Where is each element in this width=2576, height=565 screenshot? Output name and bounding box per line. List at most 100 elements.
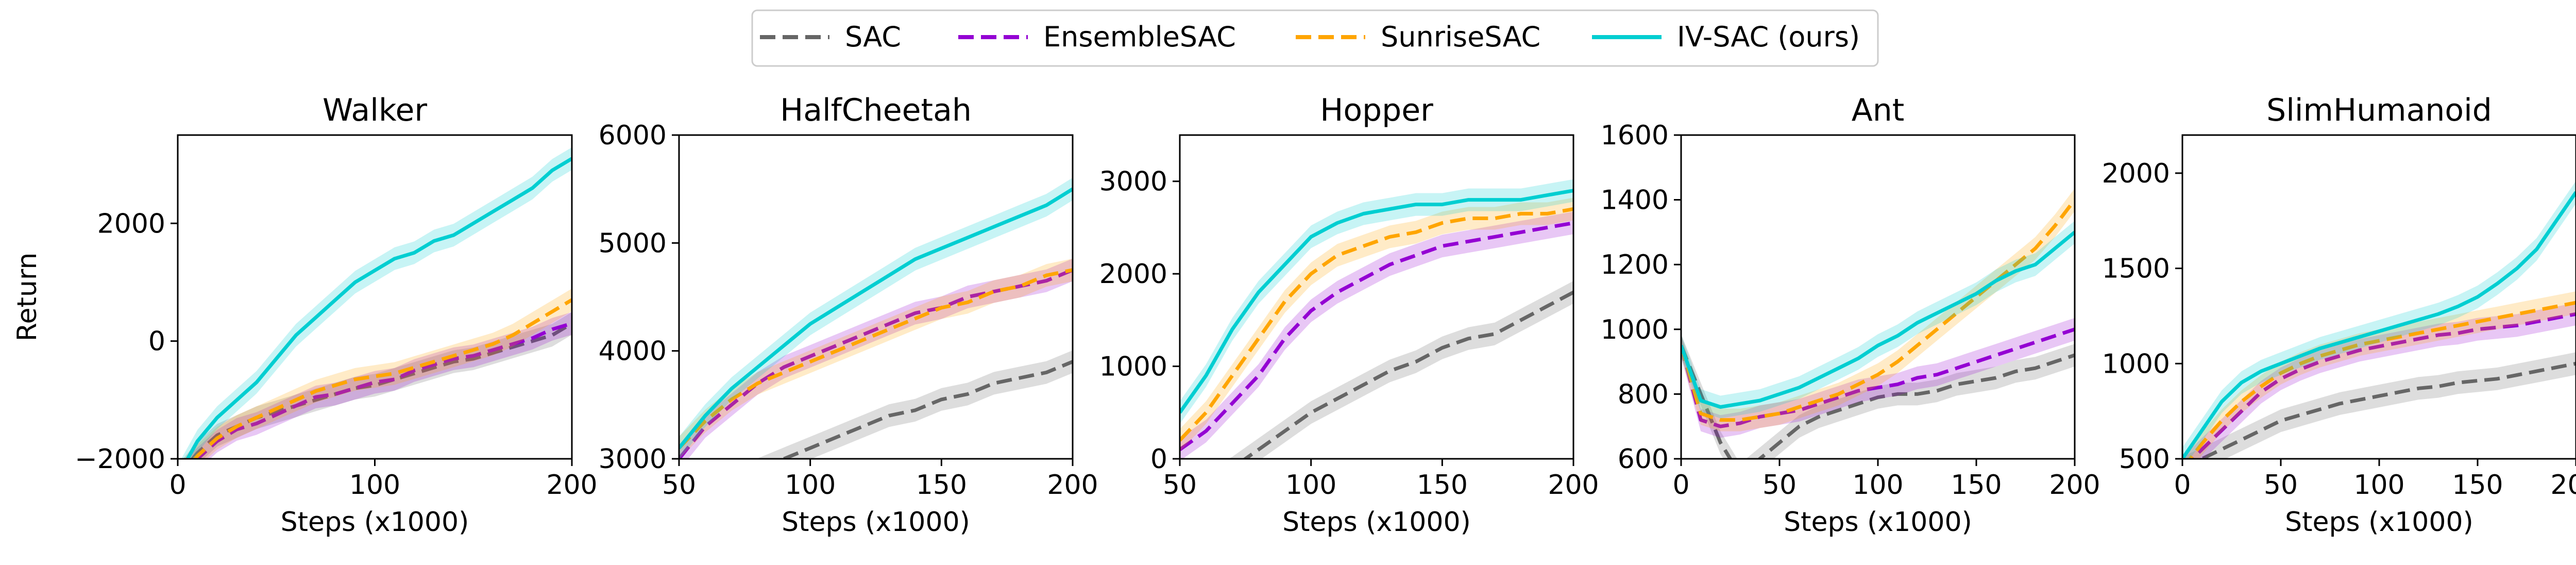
series-line-ensemblesac	[1681, 327, 2075, 428]
legend-label-sac: SAC	[845, 21, 901, 53]
series-line-sunrisesac	[679, 268, 1073, 450]
panel-halfcheetah: 50 100 150 200 3000 4000 5000 6000 HalfCheetah St…	[599, 92, 1098, 538]
band-ensemblesac	[1681, 318, 2075, 438]
plot-area	[2182, 180, 2576, 459]
axes-frame	[1179, 134, 1574, 460]
series-line-ensemblesac	[2190, 312, 2576, 459]
x-axis-label: Steps (x1000)	[2285, 507, 2473, 538]
series-line-sunrisesac	[1180, 207, 1573, 442]
series-line-iv-sac-ours	[2182, 191, 2576, 459]
y-tick-label: 800	[1618, 379, 1669, 410]
series-line-sac	[779, 360, 1073, 459]
panel-slimhumanoid: 0 50 100 150 200 500 1000 1500 2000 SlimHumanoid S…	[2102, 92, 2576, 538]
y-tick-label: 1500	[2102, 254, 2170, 285]
series-line-sac	[1681, 344, 2075, 459]
y-tick-label: 1400	[1601, 185, 1669, 216]
band-ensemblesac	[679, 258, 1073, 459]
band-iv-sac-ours	[1681, 221, 2075, 419]
legend: SAC EnsembleSAC SunriseSAC IV-SAC (ours)	[751, 9, 1879, 67]
y-axis-label: Return	[12, 253, 43, 342]
x-axis-label: Steps (x1000)	[281, 507, 469, 538]
y-tick-label: 1200	[1601, 250, 1669, 280]
x-tick-label: 50	[1163, 470, 1197, 501]
y-tick-label: 2000	[97, 208, 165, 239]
band-sac	[756, 350, 1073, 459]
y-tick-label: 1000	[2102, 348, 2170, 379]
band-iv-sac-ours	[181, 147, 572, 459]
x-tick-label: 150	[916, 470, 967, 501]
series-line-sac	[1242, 290, 1573, 459]
band-sunrisesac	[2182, 291, 2576, 459]
series-line-iv-sac-ours	[185, 157, 572, 459]
x-tick-label: 100	[1852, 470, 1903, 501]
panel-title: Hopper	[1320, 92, 1433, 128]
series-line-sunrisesac	[1681, 198, 2075, 422]
band-sac	[1228, 281, 1573, 459]
band-iv-sac-ours	[1180, 179, 1573, 424]
panel-title: Walker	[323, 92, 427, 128]
y-tick-label: 3000	[599, 444, 667, 475]
plot-area	[679, 177, 1073, 459]
band-iv-sac-ours	[679, 177, 1073, 459]
x-tick-label: 200	[1047, 470, 1098, 501]
x-tick-label: 200	[546, 470, 597, 501]
panel-title: Ant	[1852, 92, 1905, 128]
x-tick-label: 100	[1285, 470, 1336, 501]
band-ensemblesac	[2182, 303, 2576, 459]
legend-frame	[751, 9, 1879, 67]
x-tick-label: 0	[2174, 470, 2191, 501]
x-tick-label: 50	[1762, 470, 1797, 501]
panel-ant: 0 50 100 150 200 600 800 1000 1200 1400 1600 Ant Ste…	[1601, 92, 2100, 538]
x-tick-label: 150	[1951, 470, 2002, 501]
plot-area	[181, 147, 572, 459]
y-tick-label: 1600	[1601, 120, 1669, 151]
axes-frame	[678, 134, 1074, 460]
legend-label-ensemblesac: EnsembleSAC	[1043, 21, 1236, 53]
y-tick-label: 600	[1618, 444, 1669, 475]
band-sunrisesac	[1681, 188, 2075, 431]
series-line-iv-sac-ours	[1180, 189, 1573, 414]
band-ensemblesac	[1180, 211, 1573, 459]
series-line-sac	[2198, 361, 2576, 459]
y-tick-label: 6000	[599, 120, 667, 151]
y-tick-label: 0	[148, 326, 165, 357]
y-tick-label: 2000	[2102, 158, 2170, 189]
x-tick-label: 50	[2264, 470, 2298, 501]
panel-title: SlimHumanoid	[2266, 92, 2492, 128]
y-tick-label: 1000	[1099, 352, 1167, 383]
x-tick-label: 150	[2452, 470, 2503, 501]
y-tick-label: 0	[1150, 444, 1167, 475]
y-tick-label: −2000	[75, 444, 165, 475]
x-tick-label: 50	[662, 470, 696, 501]
x-tick-label: 200	[2550, 470, 2576, 501]
plot-area	[1681, 188, 2075, 459]
x-tick-label: 200	[1548, 470, 1599, 501]
series-line-ensemblesac	[195, 322, 572, 459]
series-line-iv-sac-ours	[679, 187, 1073, 450]
x-tick-label: 200	[2049, 470, 2100, 501]
y-tick-label: 1000	[1601, 314, 1669, 345]
legend-label-sunrisesac: SunriseSAC	[1381, 21, 1540, 53]
x-tick-label: 100	[349, 470, 400, 501]
x-axis-label: Steps (x1000)	[1282, 507, 1471, 538]
plot-area	[1180, 179, 1573, 459]
x-axis-label: Steps (x1000)	[782, 507, 970, 538]
band-sunrisesac	[679, 258, 1073, 459]
x-tick-label: 0	[169, 470, 186, 501]
series-line-ensemblesac	[1180, 221, 1573, 451]
band-sunrisesac	[1180, 197, 1573, 452]
series-line-sunrisesac	[2188, 301, 2576, 459]
panel-title: HalfCheetah	[780, 92, 972, 128]
y-tick-label: 4000	[599, 336, 667, 367]
x-tick-label: 100	[2353, 470, 2404, 501]
band-sunrisesac	[183, 288, 572, 459]
legend-label-iv-sac-ours: IV-SAC (ours)	[1677, 21, 1860, 53]
x-tick-label: 100	[785, 470, 836, 501]
y-tick-label: 5000	[599, 228, 667, 259]
series-line-iv-sac-ours	[1681, 230, 2075, 409]
band-sac	[2182, 352, 2576, 459]
